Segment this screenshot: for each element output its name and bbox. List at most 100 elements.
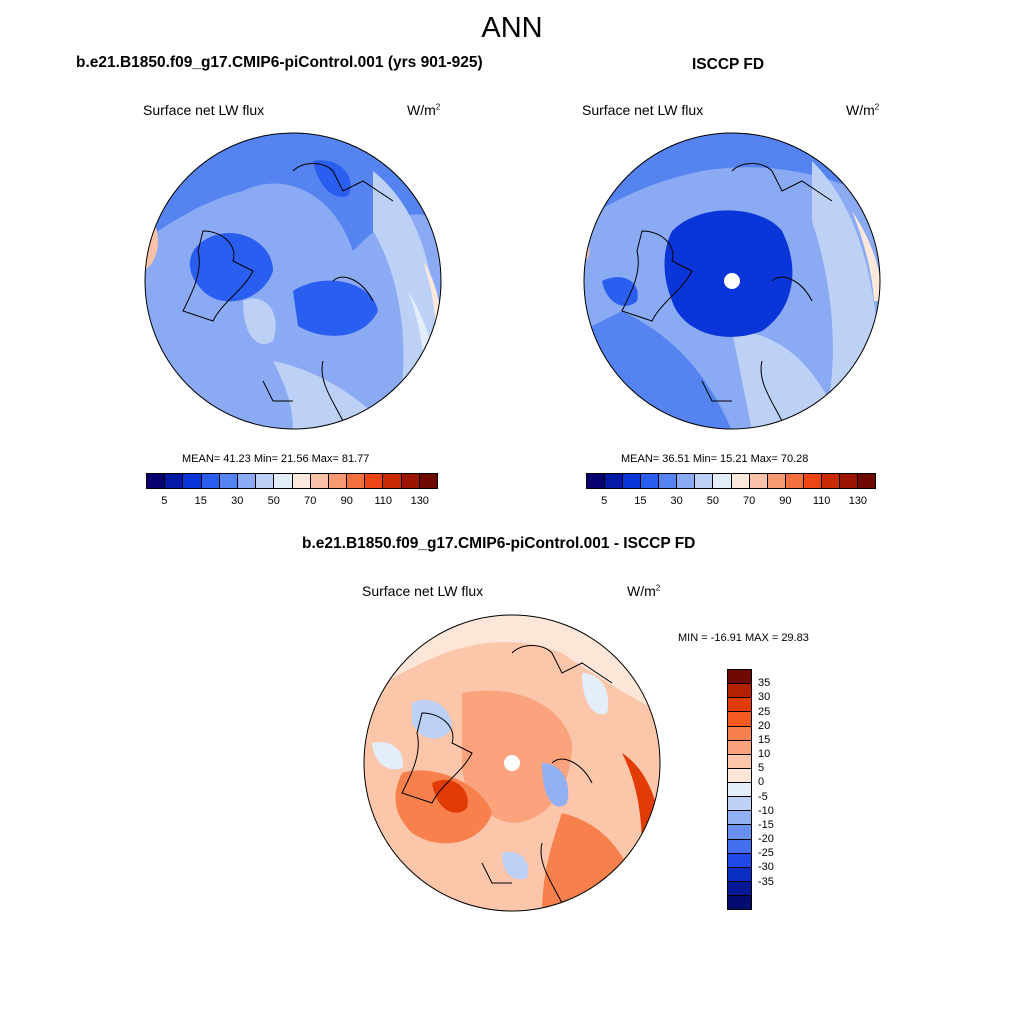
panel2-colorbar-swatch (821, 474, 840, 488)
panel3-colorbar-tick-label: 15 (758, 733, 771, 746)
panel3-colorbar-swatch (728, 839, 751, 854)
panel1-colorbar-swatch (383, 474, 402, 488)
panel3-variable-label: Surface net LW flux (362, 583, 484, 599)
panel3-colorbar-tick-label: 35 (758, 677, 771, 690)
panel3-colorbar-tick-label: 20 (758, 719, 771, 732)
panel3-colorbar-swatch (728, 811, 751, 826)
panel3-colorbar-swatch (728, 726, 751, 741)
panel2-colorbar-ticks: 5 15 30 50 70 90 110 130 (586, 495, 876, 509)
panel1-colorbar-tick-label: 110 (374, 495, 393, 507)
panel2-case-title: ISCCP FD (692, 56, 765, 73)
panel1-units-label: W/m2 (407, 102, 441, 118)
panel2-colorbar-tick-label: 5 (601, 495, 608, 507)
panel3-colorbar-tick-label: -10 (758, 804, 774, 817)
panel2-colorbar (586, 473, 876, 489)
panel3-colorbar-tick-label: -5 (758, 790, 768, 803)
panel2-colorbar-swatch (659, 474, 678, 488)
panel2-colorbar-swatch (587, 474, 606, 488)
panel3-polar-map (363, 614, 661, 912)
panel2-colorbar-swatch (857, 474, 875, 488)
figure-title: ANN (481, 12, 543, 44)
panel2-stats: MEAN= 36.51 Min= 15.21 Max= 70.28 (621, 453, 809, 465)
panel1-colorbar-swatch (147, 474, 166, 488)
panel1-colorbar-tick-label: 50 (267, 495, 280, 507)
panel3-colorbar-swatch (728, 896, 751, 910)
panel2-colorbar-tick-label: 90 (779, 495, 792, 507)
panel3-colorbar-tick-label: 10 (758, 748, 771, 761)
panel1-colorbar-swatch (165, 474, 184, 488)
panel1-colorbar-swatch (219, 474, 238, 488)
panel3-colorbar-tick-label: -15 (758, 818, 774, 831)
panel1-colorbar-swatch (292, 474, 311, 488)
panel1-polar-map (144, 132, 442, 430)
panel3-colorbar-tick-label: -20 (758, 833, 774, 846)
panel2-colorbar-swatch (839, 474, 858, 488)
panel1-colorbar-swatch (401, 474, 420, 488)
panel3-colorbar-tick-label: 25 (758, 705, 771, 718)
panel2-colorbar-swatch (623, 474, 642, 488)
panel3-colorbar-swatch (728, 712, 751, 727)
panel3-colorbar-ticks: 35 30 25 20 15 10 5 0 -5 -10 -15 -20 -25 -30 -35 (758, 669, 798, 910)
panel2-colorbar-tick-label: 30 (670, 495, 683, 507)
panel2-units-label: W/m2 (846, 102, 880, 118)
panel1-case-title: b.e21.B1850.f09_g17.CMIP6-piControl.001 … (76, 54, 483, 71)
panel1-colorbar-swatch (310, 474, 329, 488)
panel3-colorbar-swatch (728, 853, 751, 868)
panel3-colorbar-swatch (728, 768, 751, 783)
panel3-colorbar-swatch (728, 783, 751, 798)
panel3-case-title: b.e21.B1850.f09_g17.CMIP6-piControl.001 … (302, 535, 696, 552)
panel1-colorbar-tick-label: 70 (304, 495, 317, 507)
panel2-colorbar-swatch (749, 474, 768, 488)
panel1-colorbar-swatch (419, 474, 437, 488)
panel3-colorbar-swatch (728, 670, 751, 685)
panel1-colorbar (146, 473, 438, 489)
panel2-colorbar-tick-label: 110 (812, 495, 831, 507)
panel1-colorbar-swatch (201, 474, 220, 488)
panel3-colorbar (727, 669, 752, 910)
panel2-colorbar-swatch (641, 474, 660, 488)
panel2-colorbar-swatch (767, 474, 786, 488)
panel2-colorbar-swatch (677, 474, 696, 488)
panel1-colorbar-tick-label: 15 (194, 495, 207, 507)
panel3-colorbar-tick-label: -30 (758, 861, 774, 874)
panel3-colorbar-swatch (728, 881, 751, 896)
panel1-colorbar-swatch (237, 474, 257, 488)
panel3-colorbar-swatch (728, 797, 751, 812)
panel2-colorbar-tick-label: 50 (706, 495, 719, 507)
panel3-colorbar-tick-label: -25 (758, 847, 774, 860)
panel1-colorbar-tick-label: 90 (340, 495, 353, 507)
panel2-variable-label: Surface net LW flux (582, 102, 704, 118)
panel1-colorbar-ticks: 5 15 30 50 70 90 110 130 (146, 495, 438, 509)
panel2-colorbar-swatch (695, 474, 714, 488)
panel3-colorbar-tick-label: 0 (758, 776, 765, 789)
panel2-colorbar-swatch (803, 474, 822, 488)
panel3-colorbar-tick-label: 30 (758, 691, 771, 704)
panel3-stats: MIN = -16.91 MAX = 29.83 (678, 632, 809, 644)
panel1-variable-label: Surface net LW flux (143, 102, 265, 118)
panel3-colorbar-swatch (728, 698, 751, 713)
panel2-colorbar-swatch (605, 474, 624, 488)
panel3-colorbar-swatch (728, 754, 751, 769)
panel2-polar-map (583, 132, 881, 430)
panel1-colorbar-swatch (256, 474, 275, 488)
panel1-colorbar-tick-label: 30 (231, 495, 244, 507)
panel2-colorbar-swatch (713, 474, 732, 488)
panel1-colorbar-swatch (328, 474, 348, 488)
panel3-colorbar-swatch (728, 684, 751, 699)
panel1-colorbar-swatch (347, 474, 366, 488)
panel3-colorbar-tick-label: 5 (758, 762, 765, 775)
panel3-colorbar-tick-label: -35 (758, 875, 774, 888)
panel1-stats: MEAN= 41.23 Min= 21.56 Max= 81.77 (182, 453, 370, 465)
panel2-colorbar-tick-label: 15 (634, 495, 647, 507)
panel3-colorbar-swatch (728, 825, 751, 840)
panel3-units-label: W/m2 (627, 583, 661, 599)
panel3-colorbar-swatch (728, 867, 751, 882)
panel1-colorbar-swatch (183, 474, 202, 488)
panel2-colorbar-tick-label: 130 (848, 495, 868, 507)
panel1-colorbar-swatch (274, 474, 293, 488)
panel2-colorbar-swatch (731, 474, 750, 488)
panel3-colorbar-swatch (728, 740, 751, 755)
panel2-colorbar-tick-label: 70 (743, 495, 756, 507)
panel1-colorbar-tick-label: 130 (410, 495, 429, 507)
panel1-colorbar-tick-label: 5 (161, 495, 168, 507)
